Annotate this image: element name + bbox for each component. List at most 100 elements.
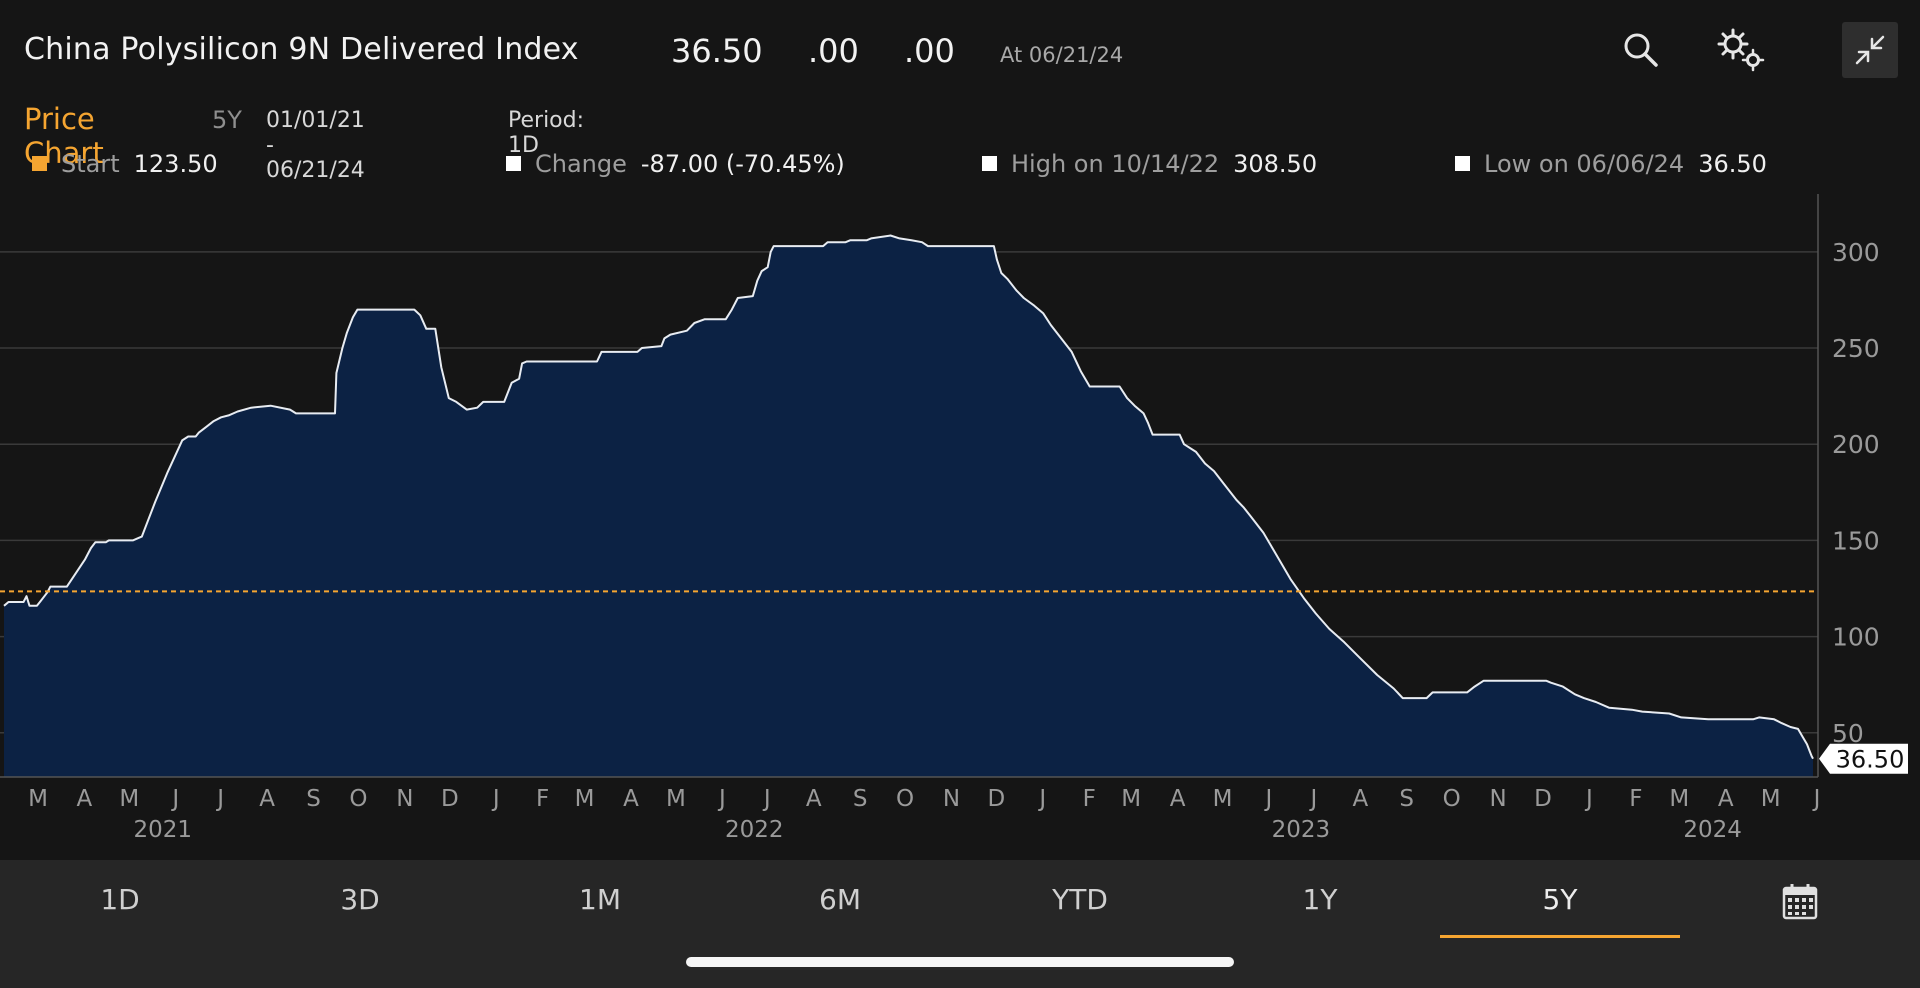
x-tick-label: M <box>1669 786 1689 812</box>
price-area <box>4 235 1813 777</box>
x-tick-label: S <box>1399 786 1414 812</box>
range-label: 5Y <box>212 106 242 134</box>
x-tick-label: A <box>1170 786 1186 812</box>
high-stat: High on 10/14/22 308.50 <box>982 150 1317 178</box>
tab-3d[interactable]: 3D <box>340 883 380 916</box>
start-value: 123.50 <box>133 150 218 178</box>
x-tick-label: A <box>623 786 639 812</box>
start-label: Start <box>61 150 120 178</box>
start-stat: Start 123.50 <box>32 150 218 178</box>
last-price: 36.50 <box>671 32 763 70</box>
high-label: High on 10/14/22 <box>1011 150 1220 178</box>
x-tick-label: N <box>943 786 960 812</box>
x-tick-label: M <box>1121 786 1141 812</box>
year-label: 2021 <box>133 817 192 843</box>
x-tick-label: A <box>806 786 822 812</box>
x-tick-label: F <box>1629 786 1642 812</box>
x-tick-label: M <box>119 786 139 812</box>
x-tick-label: J <box>762 786 771 812</box>
last-value-label: 36.50 <box>1836 746 1905 774</box>
x-tick-label: J <box>491 786 500 812</box>
x-tick-label: N <box>396 786 413 812</box>
x-tick-label: O <box>349 786 367 812</box>
x-tick-label: N <box>1489 786 1506 812</box>
x-tick-label: M <box>1213 786 1233 812</box>
x-tick-label: D <box>441 786 459 812</box>
x-tick-label: S <box>853 786 868 812</box>
collapse-button[interactable] <box>1842 22 1898 78</box>
x-tick-label: S <box>306 786 321 812</box>
home-indicator <box>686 957 1234 967</box>
x-tick-label: D <box>1534 786 1552 812</box>
year-label: 2023 <box>1272 817 1331 843</box>
tab-ytd[interactable]: YTD <box>1052 883 1108 916</box>
low-value: 36.50 <box>1698 150 1767 178</box>
y-axis: 50 100 150 200 250 300 <box>0 194 1880 778</box>
search-icon <box>1624 33 1658 67</box>
page-title: China Polysilicon 9N Delivered Index <box>24 32 579 67</box>
tab-1y[interactable]: 1Y <box>1302 883 1338 916</box>
tab-5y[interactable]: 5Y <box>1542 883 1578 916</box>
high-legend-swatch <box>982 156 997 171</box>
date-range: 01/01/21 - 06/21/24 <box>266 108 365 183</box>
y-tick-label: 200 <box>1832 430 1880 459</box>
x-tick-label: J <box>1308 786 1317 812</box>
x-tick-label: F <box>1083 786 1096 812</box>
low-label: Low on 06/06/24 <box>1484 150 1685 178</box>
x-tick-label: A <box>77 786 93 812</box>
last-value-marker: 36.50 <box>1819 743 1908 774</box>
x-tick-label: M <box>575 786 595 812</box>
x-tick-label: J <box>215 786 224 812</box>
x-tick-label: J <box>717 786 726 812</box>
y-tick-label: 300 <box>1832 238 1880 267</box>
x-tick-label: J <box>1812 786 1821 812</box>
y-tick-label: 150 <box>1832 526 1880 555</box>
start-legend-swatch <box>32 156 47 171</box>
y-tick-label: 250 <box>1832 334 1880 363</box>
price-line <box>3 234 1814 760</box>
header: China Polysilicon 9N Delivered Index 36.… <box>0 0 1920 100</box>
last-value-box <box>1819 743 1908 774</box>
x-tick-label: M <box>666 786 686 812</box>
y-tick-label: 100 <box>1832 623 1880 652</box>
x-tick-label: M <box>28 786 48 812</box>
collapse-icon <box>1855 35 1885 65</box>
high-value: 308.50 <box>1233 150 1318 178</box>
y-tick-label: 50 <box>1832 719 1864 748</box>
x-tick-label: O <box>896 786 914 812</box>
x-tick-label: A <box>259 786 275 812</box>
x-tick-label: J <box>170 786 179 812</box>
change-stat: Change -87.00 (-70.45%) <box>506 150 845 178</box>
price-chart-label[interactable]: Price Chart <box>24 102 104 170</box>
net-change: .00 <box>808 32 859 70</box>
tab-1d[interactable]: 1D <box>100 883 140 916</box>
x-tick-label: J <box>1264 786 1273 812</box>
timeframe-tab-bar: 1D 3D 1M 6M YTD 1Y 5Y <box>0 860 1920 988</box>
percent-change: .00 <box>904 32 955 70</box>
x-tick-label: F <box>536 786 549 812</box>
x-tick-label: J <box>1584 786 1593 812</box>
x-tick-label: O <box>1443 786 1461 812</box>
x-tick-label: J <box>1037 786 1046 812</box>
calendar-icon <box>1782 884 1818 920</box>
low-stat: Low on 06/06/24 36.50 <box>1455 150 1767 178</box>
x-tick-label: M <box>1761 786 1781 812</box>
x-tick-label: D <box>988 786 1006 812</box>
search-button[interactable] <box>1613 22 1669 78</box>
year-label: 2022 <box>725 817 784 843</box>
period-label: Period: 1D <box>508 108 585 158</box>
tab-6m[interactable]: 6M <box>819 883 861 916</box>
change-label: Change <box>535 150 627 178</box>
x-tick-label: A <box>1718 786 1734 812</box>
calendar-button[interactable] <box>1680 860 1920 940</box>
active-tab-indicator <box>1440 935 1680 938</box>
as-of-date: At 06/21/24 <box>1000 43 1124 67</box>
settings-button[interactable] <box>1713 22 1769 78</box>
year-label: 2024 <box>1683 817 1742 843</box>
low-legend-swatch <box>1455 156 1470 171</box>
x-tick-label: A <box>1352 786 1368 812</box>
tab-1m[interactable]: 1M <box>579 883 621 916</box>
change-legend-swatch <box>506 156 521 171</box>
